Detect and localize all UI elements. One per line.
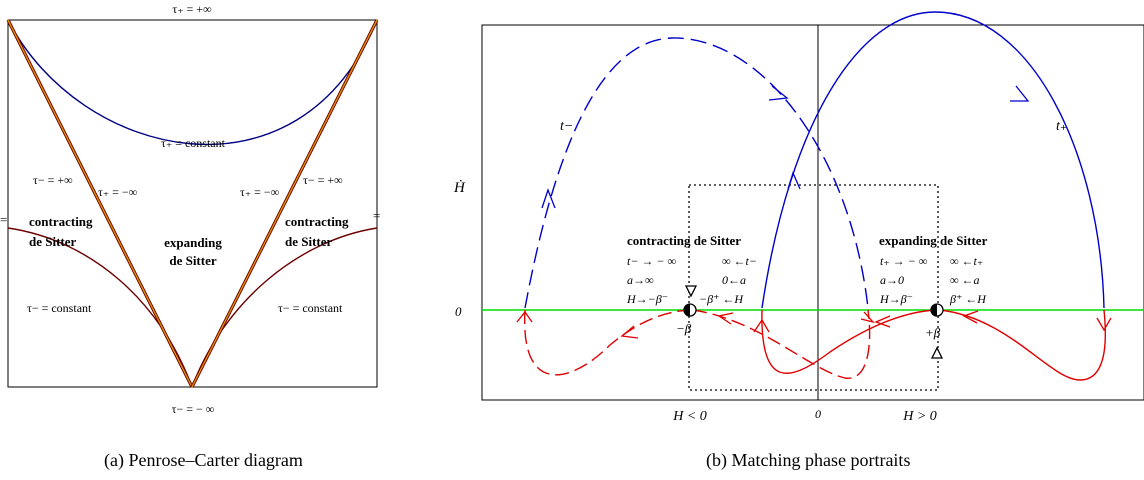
label-contracting-right-2: de Sitter [285, 234, 333, 249]
x-right-label: H > 0 [902, 409, 937, 424]
penrose-diagram: τ₊ = +∞ τ₊ = constant τ− = +∞ τ₊ = −∞ τ₊… [0, 2, 380, 416]
contracting-point-label: −β [676, 321, 692, 336]
x-left-label: H < 0 [672, 409, 707, 424]
label-expanding-2: de Sitter [169, 253, 217, 268]
expanding-l2: a→0 [880, 273, 904, 287]
red-solid-loop-right [939, 309, 1107, 381]
label-edge-left: = [0, 212, 7, 227]
t-plus-curve [761, 11, 1105, 309]
label-t-plus: t₊ [1056, 119, 1067, 134]
expanding-r3: β⁺ ←H [949, 292, 987, 306]
dotted-region [688, 184, 939, 391]
y-axis-label: Ḣ [453, 180, 466, 196]
label-expanding-1: expanding [164, 235, 222, 250]
label-tau-minus-plus-inf-left: τ− = +∞ [33, 173, 73, 187]
label-tau-minus-plus-inf-right: τ− = +∞ [303, 173, 343, 187]
contracting-l1: t− → − ∞ [627, 254, 677, 268]
expanding-point-label: +β [925, 325, 941, 340]
expanding-r1: ∞ ←t₊ [950, 254, 983, 268]
expanding-r2: ∞ ←a [950, 273, 980, 287]
expanding-l3: H→β⁻ [879, 292, 913, 306]
label-contracting-left-2: de Sitter [29, 234, 77, 249]
contracting-r1: ∞ ←t− [722, 254, 757, 268]
contracting-l3: H→−β⁻ [626, 292, 668, 306]
red-arrow-2 [620, 325, 639, 339]
penrose-frame [7, 19, 378, 388]
label-tau-minus-constant-right: τ− = constant [278, 301, 343, 315]
tau-minus-constant-curve-left [7, 227, 193, 388]
caption-a: (a) Penrose–Carter diagram [104, 450, 303, 470]
red-arrow-3 [717, 312, 734, 325]
tau-plus-constant-curve [7, 19, 378, 146]
red-dashed-loop-center [692, 309, 871, 379]
contracting-title: contracting de Sitter [627, 233, 741, 248]
contracting-r3: −β⁺ ←H [699, 292, 744, 306]
red-dashed-loop-left [524, 309, 689, 376]
label-tau-plus-minus-inf-right: τ₊ = −∞ [240, 185, 279, 199]
label-contracting-left-1: contracting [29, 214, 93, 229]
caption-b: (b) Matching phase portraits [706, 450, 911, 470]
contracting-l2: a→∞ [627, 273, 654, 287]
expanding-title: expanding de Sitter [879, 233, 988, 248]
fixed-point-minus-beta [683, 303, 697, 317]
label-t-minus: t− [560, 119, 573, 134]
arrow-t-plus-up [787, 171, 801, 190]
arrow-t-minus-down [768, 85, 789, 101]
red-arrow-7 [962, 310, 979, 324]
label-top: τ₊ = +∞ [172, 2, 211, 16]
label-tau-minus-constant-left: τ− = constant [27, 301, 92, 315]
label-contracting-right-1: contracting [285, 214, 349, 229]
red-solid-loop-center [761, 309, 936, 374]
red-arrow-6 [874, 315, 891, 328]
contracting-r2: 0←a [722, 273, 746, 287]
y-zero-label: 0 [455, 304, 462, 319]
triangle-up-marker [930, 346, 944, 359]
label-tau-plus-minus-inf-left: τ₊ = −∞ [98, 185, 137, 199]
red-arrow-1 [516, 310, 533, 323]
red-arrow-8 [1096, 317, 1112, 332]
arrow-t-minus-up [541, 188, 556, 209]
fixed-point-plus-beta [930, 303, 944, 317]
label-edge-right: = [373, 208, 380, 223]
label-bottom: τ− = − ∞ [172, 402, 215, 416]
t-minus-curve [524, 37, 869, 309]
phase-frame [481, 24, 1144, 401]
arrow-t-plus-down [1010, 85, 1030, 102]
expanding-l1: t₊ → − ∞ [880, 254, 928, 268]
label-tau-plus-constant: τ₊ = constant [161, 136, 226, 150]
red-arrow-5 [753, 318, 770, 333]
red-arrow-4 [860, 311, 875, 324]
phase-portrait: Ḣ 0 H < 0 0 H > 0 t− t₊ contracting de S… [453, 11, 1144, 424]
x-zero-label: 0 [815, 407, 821, 421]
triangle-down-marker [684, 285, 698, 298]
